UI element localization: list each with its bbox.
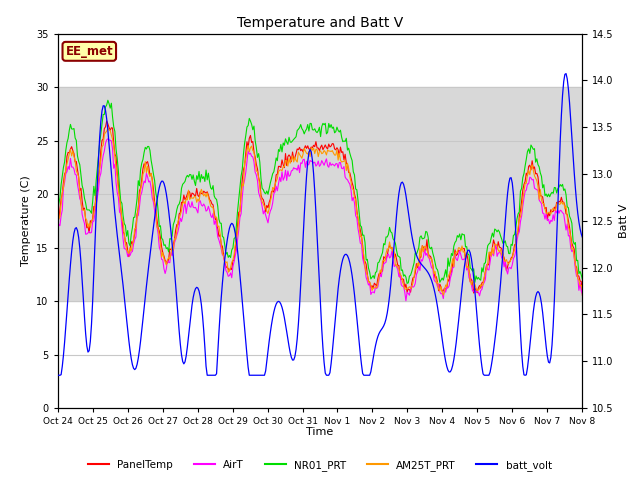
Y-axis label: Batt V: Batt V [620,204,629,238]
Legend: PanelTemp, AirT, NR01_PRT, AM25T_PRT, batt_volt: PanelTemp, AirT, NR01_PRT, AM25T_PRT, ba… [84,456,556,475]
Title: Temperature and Batt V: Temperature and Batt V [237,16,403,30]
Text: EE_met: EE_met [65,45,113,58]
X-axis label: Time: Time [307,427,333,437]
Y-axis label: Temperature (C): Temperature (C) [20,175,31,266]
Bar [58,87,582,301]
